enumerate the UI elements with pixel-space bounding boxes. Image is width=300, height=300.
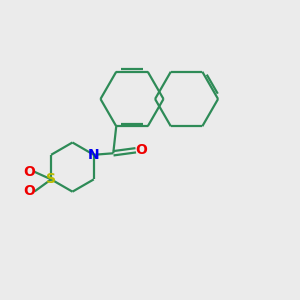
Text: N: N [88,148,100,162]
Text: S: S [46,172,56,186]
Text: O: O [135,143,147,157]
Text: O: O [23,184,35,198]
Text: O: O [23,165,35,179]
